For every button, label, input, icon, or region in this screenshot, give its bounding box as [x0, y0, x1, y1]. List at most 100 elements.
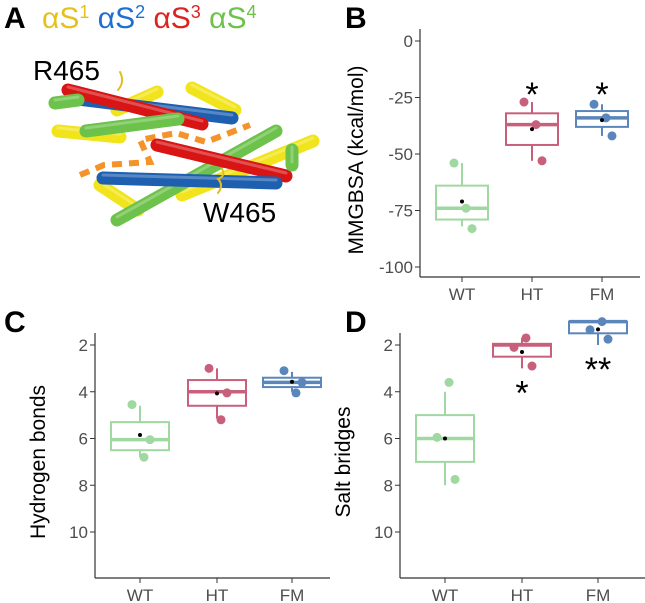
y-tick-label: 6	[79, 430, 88, 449]
y-axis-title: Salt bridges	[332, 407, 355, 518]
protein-structure-illustration	[48, 71, 320, 227]
box-ht	[505, 97, 559, 166]
data-point	[449, 158, 459, 168]
data-point	[467, 224, 477, 234]
x-tick-label: HT	[511, 586, 534, 603]
mean-point	[460, 199, 464, 204]
data-point	[139, 452, 149, 462]
y-tick-label: -50	[388, 145, 413, 164]
y-axis-title: Hydrogen bonds	[27, 385, 50, 539]
data-point	[597, 317, 607, 327]
green-helix	[79, 112, 185, 138]
data-point	[222, 388, 232, 398]
x-tick-label: WT	[449, 285, 475, 304]
y-tick-label: 6	[384, 430, 393, 449]
x-tick-label: FM	[280, 586, 305, 603]
data-point	[537, 156, 547, 166]
subunit-legend: αS1 αS2 αS3 αS4	[42, 0, 257, 35]
data-point	[279, 366, 289, 376]
residue-label-r465: R465	[33, 55, 100, 86]
helix-highlight	[53, 95, 80, 102]
box-wt	[110, 400, 170, 462]
significance-marker: *	[525, 76, 538, 114]
box-wt	[435, 158, 489, 234]
data-point	[432, 432, 442, 442]
helix-highlight	[98, 180, 140, 209]
mean-point	[596, 327, 600, 332]
y-tick-label: 2	[79, 336, 88, 355]
y-tick-label: 10	[69, 523, 88, 542]
x-tick-label: HT	[206, 586, 229, 603]
mean-point	[520, 350, 524, 355]
y-tick-label: -100	[379, 258, 413, 277]
data-point	[297, 377, 307, 387]
red-helix	[150, 138, 293, 183]
y-tick-label: -75	[388, 202, 413, 221]
y-tick-label: -25	[388, 89, 413, 108]
blue-helix	[96, 171, 283, 190]
y-tick-label: 4	[79, 383, 88, 402]
box-fm	[575, 99, 629, 141]
mean-point	[443, 436, 447, 441]
data-point	[589, 99, 599, 109]
legend-as2: αS2	[98, 2, 145, 35]
significance-marker: *	[595, 76, 608, 114]
mean-point	[138, 432, 142, 437]
data-point	[603, 334, 613, 344]
chart-panel-b: 0 -25 -50 -75 -100 MMGBSA (kcal/mol) WT HT FM * *	[345, 29, 640, 304]
y-tick-label: 0	[404, 32, 413, 51]
yellow-helix	[185, 81, 242, 117]
legend-as3: αS3	[153, 2, 200, 35]
data-point	[450, 474, 460, 484]
x-tick-label: HT	[521, 285, 544, 304]
box-ht	[187, 363, 247, 425]
helix-highlight	[115, 126, 278, 219]
x-tick-label: WT	[432, 586, 458, 603]
green-helix	[48, 93, 85, 110]
helix-highlight	[190, 83, 237, 109]
y-tick-label: 8	[384, 476, 393, 495]
mean-point	[600, 118, 604, 123]
data-point	[531, 120, 541, 130]
data-point	[127, 400, 137, 410]
data-point	[519, 97, 529, 107]
chart-panel-c: 2 4 6 8 10 Hydrogen bonds WT HT FM	[27, 333, 330, 603]
x-tick-label: FM	[586, 586, 611, 603]
data-point	[216, 415, 226, 425]
data-point	[444, 377, 454, 387]
data-point	[527, 361, 537, 371]
box-wt	[415, 377, 475, 486]
panel-label-c: C	[4, 306, 26, 339]
data-point	[585, 325, 595, 335]
significance-marker: *	[515, 374, 528, 412]
interface-dashed-line	[78, 122, 252, 178]
mean-point	[530, 127, 534, 132]
legend-as1: αS1	[42, 2, 89, 35]
significance-marker: **	[585, 351, 611, 389]
panel-label-b: B	[345, 2, 367, 35]
data-point	[461, 203, 471, 213]
data-point	[509, 342, 519, 352]
data-point	[607, 131, 617, 141]
mean-point	[290, 379, 294, 384]
y-tick-label: 10	[374, 523, 393, 542]
box-fm	[262, 366, 322, 398]
y-tick-label: 4	[384, 383, 393, 402]
panel-label-a: A	[4, 2, 26, 35]
x-tick-label: FM	[590, 285, 615, 304]
data-point	[204, 363, 214, 373]
data-point	[145, 435, 155, 445]
panel-label-d: D	[345, 306, 367, 339]
y-tick-label: 2	[384, 336, 393, 355]
y-tick-label: 8	[79, 476, 88, 495]
helix-highlight	[84, 114, 180, 130]
helix-highlight	[155, 140, 288, 175]
data-point	[521, 333, 531, 343]
legend-as4: αS4	[209, 2, 256, 35]
x-tick-label: WT	[127, 586, 153, 603]
side-chain-sticks	[117, 71, 225, 194]
helix-highlight	[101, 173, 278, 182]
